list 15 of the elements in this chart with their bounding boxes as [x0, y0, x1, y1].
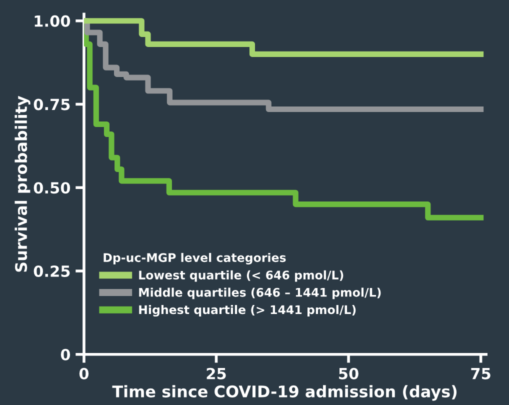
- x-tick-label: 75: [471, 368, 490, 380]
- legend-title: Dp-uc-MGP level categories: [104, 252, 286, 264]
- legend-label: Lowest quartile (< 646 pmol/L): [139, 270, 344, 282]
- y-tick-label: 0.25: [34, 265, 70, 278]
- y-tick-label: 1.00: [34, 15, 70, 27]
- legend-label: Middle quartiles (646 – 1441 pmol/L): [139, 288, 381, 300]
- y-tick-label: 0.50: [34, 182, 70, 194]
- x-tick-label: 25: [206, 368, 226, 380]
- y-axis-title: Survival probability: [14, 96, 30, 272]
- y-tick-label: 0.75: [34, 98, 70, 110]
- y-tick-label: 0: [60, 348, 70, 360]
- x-tick-label: 50: [339, 368, 358, 380]
- x-axis-title: Time since COVID-19 admission (days): [112, 385, 457, 401]
- x-tick-label: 0: [79, 368, 89, 380]
- legend-label: Highest quartile (> 1441 pmol/L): [139, 305, 356, 317]
